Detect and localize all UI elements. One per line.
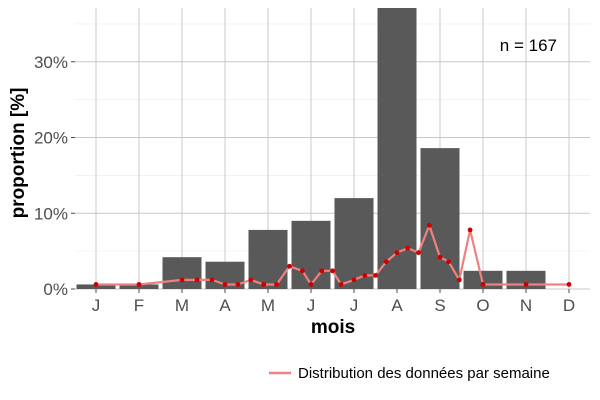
y-axis-title: proportion [%] (8, 88, 29, 219)
y-tick-label: 10% (34, 204, 68, 223)
line-point (467, 227, 473, 233)
line-point (351, 277, 357, 283)
line-point (456, 277, 462, 283)
line-point (566, 282, 572, 287)
line-point (235, 282, 241, 287)
y-ticks: 0% 10% 20% 30% (34, 53, 75, 299)
line-point (274, 282, 279, 287)
line-point (362, 272, 368, 278)
line-point (179, 277, 185, 283)
line-point (383, 259, 389, 265)
line-point (222, 282, 228, 287)
bar (420, 148, 460, 289)
y-tick-label: 0% (43, 280, 68, 299)
line-point (373, 272, 378, 278)
line-point (300, 268, 305, 274)
bar (291, 220, 331, 289)
line-point (394, 250, 400, 256)
x-tick-label: J (92, 296, 101, 315)
x-tick-label: J (350, 296, 359, 315)
line-point (338, 282, 344, 287)
line-point (480, 282, 486, 287)
line-layer (93, 222, 572, 287)
line-point (405, 245, 411, 251)
bar (377, 8, 417, 289)
bar (334, 198, 374, 289)
bar (162, 257, 202, 289)
line-point (426, 222, 432, 228)
line-point (330, 268, 335, 274)
line-point (248, 277, 254, 283)
x-tick-label: M (261, 296, 275, 315)
line-point (319, 268, 325, 274)
x-tick-label: S (434, 296, 445, 315)
line-point (93, 282, 99, 287)
y-tick-label: 20% (34, 129, 68, 148)
y-tick-label: 30% (34, 53, 68, 72)
x-axis-title: mois (311, 317, 355, 338)
x-tick-label: D (563, 296, 575, 315)
line-point (308, 282, 314, 287)
line-point (523, 282, 529, 287)
line-point (437, 254, 443, 260)
x-tick-label: A (219, 296, 231, 315)
x-tick-label: N (520, 296, 532, 315)
line-point (446, 259, 451, 265)
line-point (416, 250, 421, 256)
bars (76, 8, 546, 289)
x-tick-label: J (307, 296, 316, 315)
legend: Distribution des données par semaine (269, 365, 550, 382)
line-point (287, 263, 292, 269)
line-point (136, 282, 142, 287)
line-point (261, 282, 267, 287)
x-tick-label: F (134, 296, 144, 315)
x-tick-label: O (476, 296, 489, 315)
line-point (194, 277, 200, 283)
sample-size-annotation: n = 167 (500, 36, 557, 55)
x-tick-label: A (391, 296, 403, 315)
legend-label: Distribution des données par semaine (298, 365, 550, 382)
x-tick-label: M (175, 296, 189, 315)
line-point (209, 277, 215, 283)
